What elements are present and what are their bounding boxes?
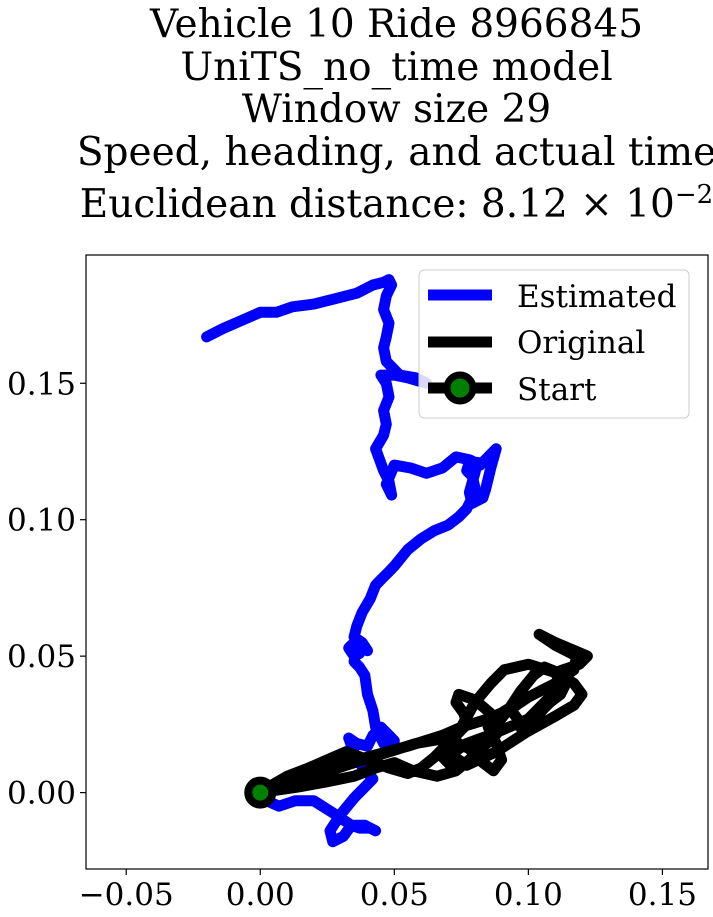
legend-label-original: Original [517,325,645,361]
legend-box [418,269,690,419]
y-tick-label: 0.10 [7,503,76,539]
series-line-original [254,628,593,799]
x-axis: −0.05 0.00 0.05 0.10 0.15 [79,869,697,913]
legend-swatch-start-marker [443,371,477,405]
y-axis: 0.00 0.05 0.10 0.15 [7,366,86,812]
x-tick-label: −0.05 [79,877,174,913]
legend-label-start: Start [517,372,597,408]
x-tick-label: 0.00 [226,877,295,913]
title-line-5: Euclidean distance: 8.12 × 10−2 [0,174,713,227]
start-marker-layer [244,776,277,809]
series-layer [201,274,593,848]
x-tick-label: 0.15 [628,877,697,913]
chart-title: Vehicle 10 Ride 8966845 UniTS_no_time mo… [0,2,713,227]
legend-label-estimated: Estimated [517,279,676,315]
title-line-3: Window size 29 [241,87,552,132]
y-tick-label: 0.05 [7,639,76,675]
legend: Estimated Original Start [418,269,690,419]
y-tick-label: 0.15 [7,366,76,402]
y-tick-label: 0.00 [7,776,76,812]
title-line-4: Speed, heading, and actual time [76,129,713,175]
plot-frame [85,254,709,870]
title-exponent: −2 [674,180,713,210]
title-line-2: UniTS_no_time model [180,44,613,90]
series-line-estimated [201,274,502,848]
start-marker [244,776,277,809]
x-tick-label: 0.10 [494,877,563,913]
x-tick-label: 0.05 [360,877,429,913]
title-line-1: Vehicle 10 Ride 8966845 [149,2,644,47]
title-line-5-text: Euclidean distance: 8.12 × 10 [79,182,675,227]
